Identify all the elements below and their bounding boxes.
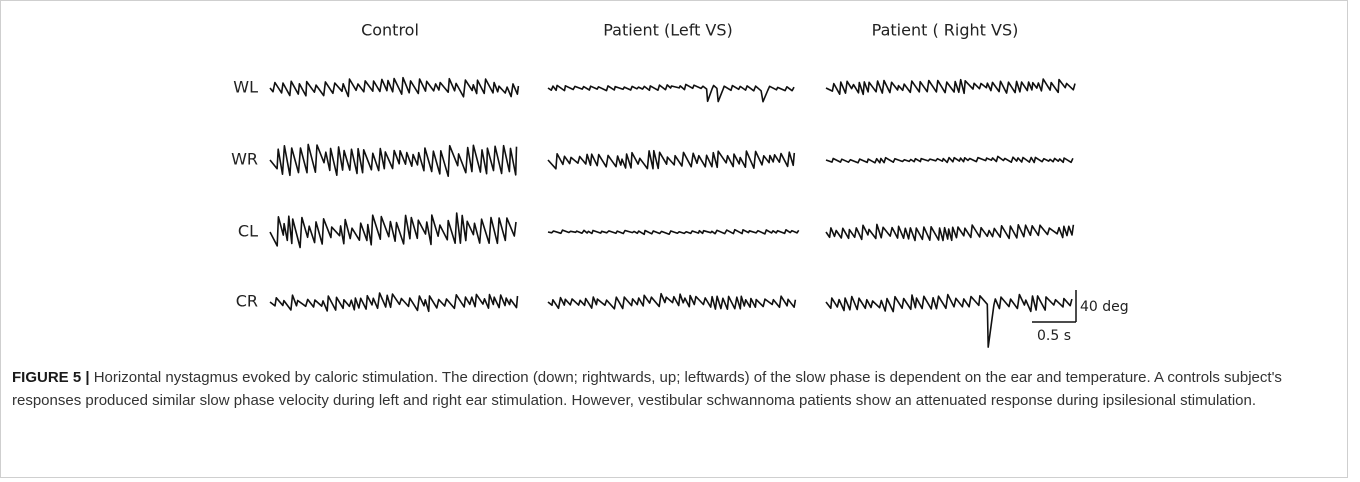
row-label: WL [233, 78, 258, 97]
scale-label: 0.5 s [1037, 328, 1071, 344]
column-title: Patient (Left VS) [603, 21, 733, 40]
trace [547, 228, 800, 236]
trace [825, 78, 1076, 96]
figure: Control Patient (Left VS) Patient ( Righ… [231, 21, 1129, 348]
caption-label: FIGURE 5 | [12, 369, 90, 386]
caption: FIGURE 5 | Horizontal nystagmus evoked b… [12, 366, 1332, 412]
trace [269, 76, 520, 98]
trace [269, 143, 518, 177]
trace [269, 292, 519, 313]
row-label: CR [236, 292, 258, 311]
traces [269, 76, 1076, 348]
trace [547, 292, 797, 310]
trace [547, 83, 795, 103]
trace [825, 293, 1073, 348]
row-label: WR [231, 150, 258, 169]
column-title: Patient ( Right VS) [872, 21, 1019, 40]
trace [825, 155, 1074, 164]
trace [547, 149, 796, 170]
column-title: Control [361, 21, 419, 40]
trace [269, 212, 517, 249]
caption-text: Horizontal nystagmus evoked by caloric s… [12, 369, 1282, 409]
row-label: CL [238, 222, 258, 241]
scale-label: 40 deg [1080, 299, 1129, 315]
trace [825, 223, 1075, 242]
